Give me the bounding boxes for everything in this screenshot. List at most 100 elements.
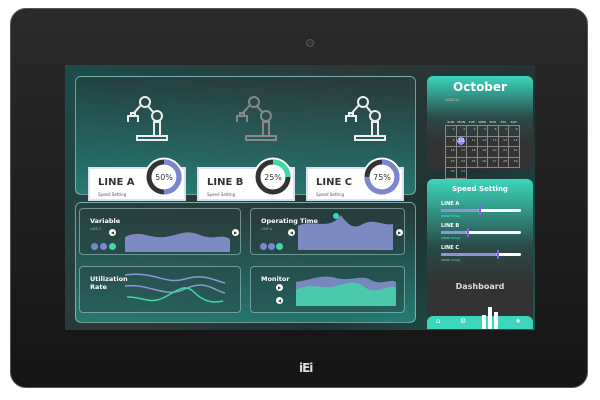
line-name: LINE A bbox=[98, 177, 135, 188]
lines-panel: LINE A Speed Setting 50% LINE B Speed Sett… bbox=[75, 76, 416, 201]
calendar-day[interactable]: 28 bbox=[497, 156, 509, 168]
screen: LINE A Speed Setting 50% LINE B Speed Sett… bbox=[65, 65, 535, 330]
widget-title: Monitor bbox=[261, 275, 290, 283]
line-subtitle: Speed Setting bbox=[316, 192, 345, 197]
calendar-day[interactable]: 9 bbox=[445, 135, 457, 147]
home-icon[interactable]: ⌂ bbox=[436, 317, 441, 325]
calendar-day[interactable]: 27 bbox=[487, 156, 499, 168]
speed-slider[interactable]: LINE B (3000 mm/s) bbox=[441, 223, 521, 240]
calendar-day[interactable]: 29 bbox=[508, 156, 520, 168]
speed-slider[interactable]: LINE C (4500 mm/s) bbox=[441, 245, 521, 262]
calendar-date-label: 2022/10 bbox=[445, 98, 460, 102]
calendar-day[interactable]: 18 bbox=[466, 146, 478, 158]
calendar-day[interactable]: 13 bbox=[487, 135, 499, 147]
dot-3[interactable] bbox=[109, 243, 116, 250]
widget-title: Operating Time bbox=[261, 217, 318, 225]
speed-title: Speed Setting bbox=[452, 185, 508, 193]
dot-1[interactable] bbox=[91, 243, 98, 250]
play-arrow-icon[interactable]: ▶ bbox=[276, 284, 283, 291]
speed-slider[interactable]: LINE A (3000 mm/s) bbox=[441, 201, 521, 218]
progress-gauge: 50% bbox=[144, 157, 184, 197]
calendar-panel: October 2022/10 SUN MON TUE WED THU FRI SAT 2 3 4… bbox=[427, 76, 533, 179]
calendar-day[interactable]: 5 bbox=[476, 125, 488, 137]
operating-time-area-chart bbox=[298, 213, 393, 250]
dashboard-title: Dashboard bbox=[455, 282, 505, 291]
dot-3[interactable] bbox=[276, 243, 283, 250]
calendar-day[interactable]: 30 bbox=[445, 167, 457, 179]
weekday-label: THU bbox=[489, 120, 497, 124]
bar-chart-icon[interactable] bbox=[482, 307, 498, 329]
slider-handle[interactable] bbox=[479, 206, 482, 215]
utilization-widget[interactable]: Utilization Rate bbox=[79, 266, 241, 313]
calendar-day[interactable]: 26 bbox=[476, 156, 488, 168]
calendar-day[interactable]: 16 bbox=[445, 146, 457, 158]
calendar-day[interactable]: 2 bbox=[445, 125, 457, 137]
robot-arm-icon bbox=[341, 94, 391, 142]
calendar-day[interactable]: 19 bbox=[476, 146, 488, 158]
prev-arrow-icon[interactable]: ◀ bbox=[109, 229, 116, 236]
widget-subtitle: LINE A bbox=[261, 227, 273, 231]
camera bbox=[306, 39, 314, 47]
gauge-percent: 75% bbox=[373, 173, 391, 182]
calendar-day[interactable]: 22 bbox=[508, 146, 520, 158]
next-arrow-icon[interactable]: ▶ bbox=[396, 229, 403, 236]
calendar-day[interactable]: 4 bbox=[466, 125, 478, 137]
weekday-label: SAT bbox=[510, 120, 517, 124]
slider-unit: (3000 mm/s) bbox=[441, 214, 461, 218]
calendar-day[interactable]: 15 bbox=[508, 135, 520, 147]
monitor-area-chart bbox=[296, 276, 396, 306]
variable-area-chart bbox=[125, 232, 230, 252]
calendar-day[interactable]: 20 bbox=[487, 146, 499, 158]
line-name: LINE C bbox=[316, 177, 353, 188]
weekday-label: SUN bbox=[447, 120, 455, 124]
weekday-label: FRI bbox=[500, 120, 506, 124]
calendar-day[interactable]: 14 bbox=[497, 135, 509, 147]
calendar-day[interactable]: 21 bbox=[497, 146, 509, 158]
gauge-percent: 50% bbox=[155, 173, 173, 182]
calendar-day[interactable]: 24 bbox=[455, 156, 467, 168]
calendar-day[interactable]: 17 bbox=[455, 146, 467, 158]
slider-handle[interactable] bbox=[467, 228, 470, 237]
calendar-day[interactable]: 10 bbox=[455, 135, 467, 147]
calendar-day[interactable]: 31 bbox=[455, 167, 467, 179]
utilization-line-chart bbox=[125, 273, 226, 303]
variable-widget[interactable]: Variable LINE C ◀ ▶ bbox=[79, 208, 241, 255]
calendar-day[interactable]: 23 bbox=[445, 156, 457, 168]
slider-unit: (3000 mm/s) bbox=[441, 236, 461, 240]
calendar-month: October bbox=[453, 80, 507, 94]
calendar-day[interactable]: 12 bbox=[476, 135, 488, 147]
weekday-label: WED bbox=[478, 120, 487, 124]
prev-arrow-icon[interactable]: ◀ bbox=[276, 297, 283, 304]
calendar-day[interactable]: 11 bbox=[466, 135, 478, 147]
dot-2[interactable] bbox=[100, 243, 107, 250]
gauge-percent: 25% bbox=[264, 173, 282, 182]
next-arrow-icon[interactable]: ▶ bbox=[232, 229, 239, 236]
slider-handle[interactable] bbox=[497, 250, 499, 259]
progress-gauge: 75% bbox=[362, 157, 402, 197]
weekday-label: MON bbox=[457, 120, 466, 124]
calendar-day[interactable]: 25 bbox=[466, 156, 478, 168]
slider-label: LINE A bbox=[441, 201, 460, 207]
dot-1[interactable] bbox=[260, 243, 267, 250]
slider-unit: (4500 mm/s) bbox=[441, 258, 461, 262]
operating-time-widget[interactable]: Operating Time LINE A ◀ ▶ bbox=[250, 208, 405, 255]
prev-arrow-icon[interactable]: ◀ bbox=[288, 229, 295, 236]
calendar-day[interactable]: 6 bbox=[487, 125, 499, 137]
monitor-widget[interactable]: Monitor ▶ ◀ bbox=[250, 266, 405, 313]
widget-title: Utilization Rate bbox=[90, 275, 128, 291]
star-icon[interactable]: ★ bbox=[515, 317, 522, 325]
calendar-day[interactable]: 7 bbox=[497, 125, 509, 137]
robot-arm-icon bbox=[232, 94, 282, 142]
widget-title: Variable bbox=[90, 217, 121, 225]
line-name: LINE B bbox=[207, 177, 244, 188]
brand-logo: iEi bbox=[299, 361, 313, 375]
slider-label: LINE C bbox=[441, 245, 460, 251]
dot-2[interactable] bbox=[268, 243, 275, 250]
calendar-day[interactable]: 8 bbox=[508, 125, 520, 137]
calendar-grid: SUN MON TUE WED THU FRI SAT 2 3 4 5 6 7 8 9 10 11 12 13 14 1… bbox=[445, 119, 520, 179]
calendar-day[interactable]: 3 bbox=[455, 125, 467, 137]
charts-panel: Variable LINE C ◀ ▶ Operating Time LINE … bbox=[75, 202, 416, 323]
line-subtitle: Speed Setting bbox=[98, 192, 127, 197]
gear-icon[interactable]: ⚙ bbox=[460, 317, 467, 325]
slider-label: LINE B bbox=[441, 223, 460, 229]
